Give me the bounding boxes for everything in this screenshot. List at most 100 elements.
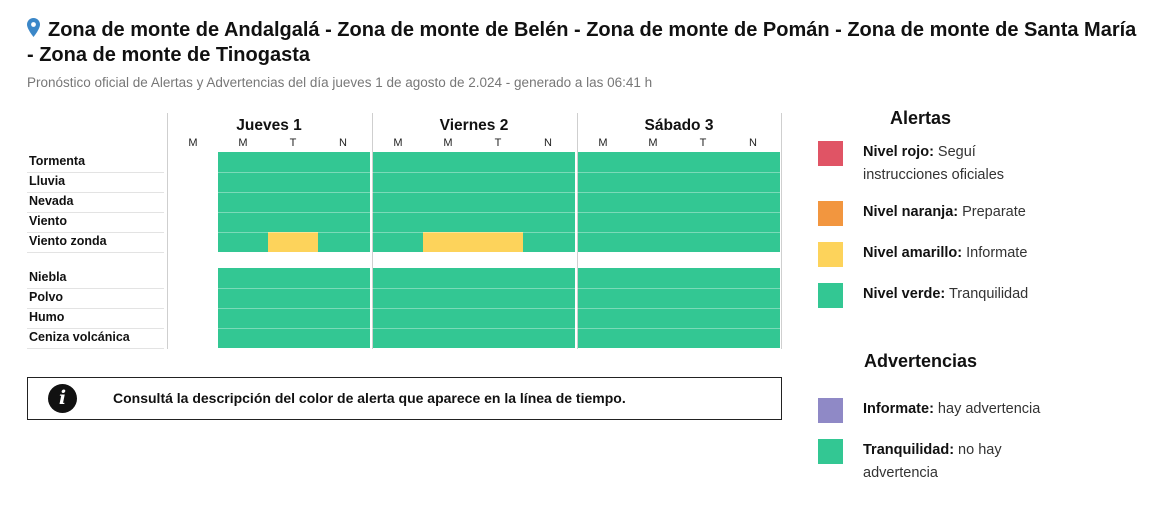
alert-cell[interactable] bbox=[678, 172, 728, 192]
alert-cell[interactable] bbox=[373, 172, 423, 192]
alert-cell[interactable] bbox=[578, 192, 628, 212]
alert-cell[interactable] bbox=[678, 192, 728, 212]
alert-cell[interactable] bbox=[628, 308, 678, 328]
alert-cell[interactable] bbox=[523, 212, 575, 232]
alert-cell[interactable] bbox=[473, 172, 523, 192]
alert-cell[interactable] bbox=[728, 212, 780, 232]
alert-cell[interactable] bbox=[318, 152, 370, 172]
alert-cell[interactable] bbox=[473, 328, 523, 348]
alert-cell[interactable] bbox=[523, 232, 575, 252]
alert-cell[interactable] bbox=[423, 212, 473, 232]
alert-cell[interactable] bbox=[728, 192, 780, 212]
alert-cell[interactable] bbox=[678, 328, 728, 348]
alert-cell[interactable] bbox=[268, 308, 318, 328]
alert-cell[interactable] bbox=[218, 152, 268, 172]
alert-cell[interactable] bbox=[373, 288, 423, 308]
alert-cell[interactable] bbox=[268, 288, 318, 308]
alert-cell[interactable] bbox=[578, 288, 628, 308]
alert-cell[interactable] bbox=[628, 152, 678, 172]
alert-cell[interactable] bbox=[218, 232, 268, 252]
alert-cell[interactable] bbox=[678, 152, 728, 172]
alert-cell[interactable] bbox=[318, 268, 370, 288]
alert-cell[interactable] bbox=[373, 192, 423, 212]
alert-cell[interactable] bbox=[728, 172, 780, 192]
alert-cell[interactable] bbox=[318, 212, 370, 232]
alert-cell[interactable] bbox=[578, 308, 628, 328]
legend-level-name: Nivel naranja: bbox=[863, 204, 959, 220]
alert-cell[interactable] bbox=[268, 328, 318, 348]
alert-cell[interactable] bbox=[318, 172, 370, 192]
alert-cell[interactable] bbox=[218, 172, 268, 192]
alert-cell[interactable] bbox=[578, 232, 628, 252]
alert-cell[interactable] bbox=[423, 268, 473, 288]
alert-cell[interactable] bbox=[218, 212, 268, 232]
alert-cell[interactable] bbox=[523, 308, 575, 328]
alert-cell[interactable] bbox=[218, 192, 268, 212]
alert-cell[interactable] bbox=[423, 152, 473, 172]
alert-cell[interactable] bbox=[523, 152, 575, 172]
alert-cell[interactable] bbox=[578, 268, 628, 288]
alert-cell[interactable] bbox=[473, 268, 523, 288]
alert-cell[interactable] bbox=[373, 232, 423, 252]
alert-cell[interactable] bbox=[218, 308, 268, 328]
alert-cell[interactable] bbox=[423, 172, 473, 192]
alert-cell[interactable] bbox=[218, 288, 268, 308]
alert-cell[interactable] bbox=[678, 288, 728, 308]
alert-cell[interactable] bbox=[268, 152, 318, 172]
alert-cell[interactable] bbox=[523, 288, 575, 308]
alert-cell[interactable] bbox=[318, 328, 370, 348]
alert-cell[interactable] bbox=[318, 288, 370, 308]
alert-cell[interactable] bbox=[578, 212, 628, 232]
alert-cell[interactable] bbox=[678, 232, 728, 252]
alert-cell[interactable] bbox=[268, 172, 318, 192]
alert-cell[interactable] bbox=[318, 308, 370, 328]
alert-cell[interactable] bbox=[678, 212, 728, 232]
alert-cell[interactable] bbox=[523, 172, 575, 192]
alert-cell[interactable] bbox=[373, 328, 423, 348]
alert-cell[interactable] bbox=[523, 328, 575, 348]
alert-cell[interactable] bbox=[373, 212, 423, 232]
alert-cell[interactable] bbox=[728, 152, 780, 172]
alert-cell[interactable] bbox=[628, 172, 678, 192]
alert-cell[interactable] bbox=[628, 268, 678, 288]
alert-cell[interactable] bbox=[268, 192, 318, 212]
alert-cell[interactable] bbox=[473, 232, 523, 252]
alert-cell[interactable] bbox=[268, 268, 318, 288]
alert-cell[interactable] bbox=[218, 328, 268, 348]
alert-cell[interactable] bbox=[628, 212, 678, 232]
alert-cell[interactable] bbox=[728, 232, 780, 252]
alert-cell[interactable] bbox=[578, 172, 628, 192]
alert-cell[interactable] bbox=[268, 232, 318, 252]
alert-cell[interactable] bbox=[728, 328, 780, 348]
alert-cell[interactable] bbox=[268, 212, 318, 232]
alert-cell[interactable] bbox=[678, 268, 728, 288]
alert-cell[interactable] bbox=[728, 288, 780, 308]
alert-cell[interactable] bbox=[678, 308, 728, 328]
alert-cell[interactable] bbox=[318, 232, 370, 252]
alert-cell[interactable] bbox=[423, 192, 473, 212]
alert-cell[interactable] bbox=[473, 288, 523, 308]
alert-cell[interactable] bbox=[628, 288, 678, 308]
alert-cell[interactable] bbox=[218, 268, 268, 288]
alert-cell[interactable] bbox=[523, 268, 575, 288]
alert-cell[interactable] bbox=[728, 268, 780, 288]
alert-cell[interactable] bbox=[473, 192, 523, 212]
alert-cell[interactable] bbox=[578, 328, 628, 348]
alert-cell[interactable] bbox=[473, 308, 523, 328]
alert-cell[interactable] bbox=[473, 212, 523, 232]
alert-cell[interactable] bbox=[423, 328, 473, 348]
alert-cell[interactable] bbox=[473, 152, 523, 172]
alert-cell[interactable] bbox=[373, 152, 423, 172]
alert-cell[interactable] bbox=[373, 308, 423, 328]
alert-cell[interactable] bbox=[373, 268, 423, 288]
alert-cell[interactable] bbox=[728, 308, 780, 328]
alert-cell[interactable] bbox=[318, 192, 370, 212]
alert-cell[interactable] bbox=[628, 192, 678, 212]
alert-cell[interactable] bbox=[578, 152, 628, 172]
alert-cell[interactable] bbox=[423, 288, 473, 308]
alert-cell[interactable] bbox=[523, 192, 575, 212]
alert-cell[interactable] bbox=[423, 308, 473, 328]
alert-cell[interactable] bbox=[628, 232, 678, 252]
alert-cell[interactable] bbox=[628, 328, 678, 348]
alert-cell[interactable] bbox=[423, 232, 473, 252]
